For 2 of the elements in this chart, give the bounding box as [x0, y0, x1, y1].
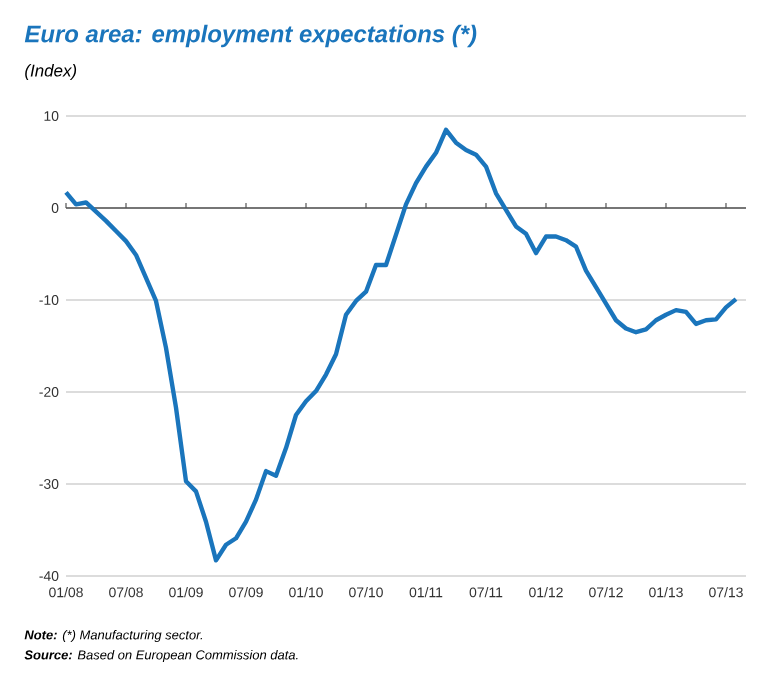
chart-title: Euro area: employment expectations (*)	[24, 24, 477, 48]
chart-subtitle: (Index)	[25, 64, 77, 80]
